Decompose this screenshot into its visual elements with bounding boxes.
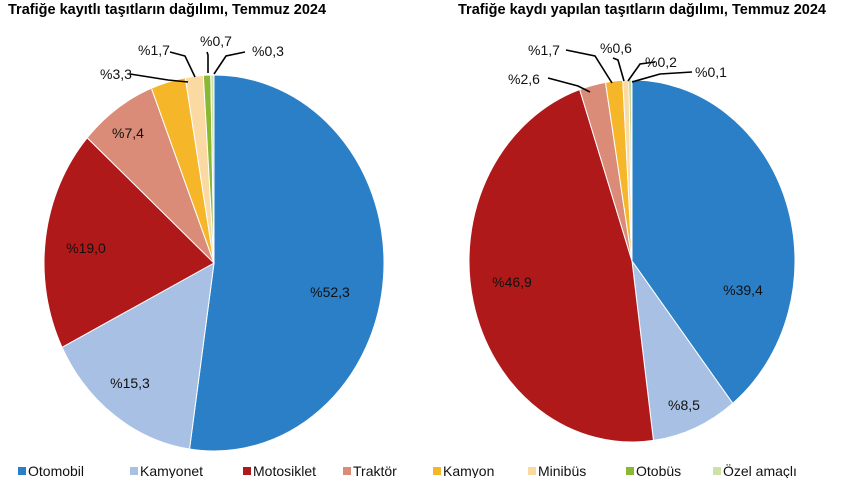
data-label: %0,6 xyxy=(600,40,632,56)
legend-item: Otomobil xyxy=(18,463,84,478)
data-label: %46,9 xyxy=(492,274,532,290)
pie-chart-left: %52,3 %15,3 %19,0 %7,4 %3,3 %1,7 %0,7 %0,3 xyxy=(43,33,385,452)
legend-item: Kamyon xyxy=(433,463,494,478)
pie-slice-özel-amaçlı xyxy=(630,79,633,262)
legend-label: Motosiklet xyxy=(253,463,316,478)
legend-swatch xyxy=(243,467,251,475)
pie-slice-motosiklet xyxy=(468,88,654,443)
legend-label: Kamyonet xyxy=(140,463,203,478)
data-label: %8,5 xyxy=(668,397,700,413)
data-label: %3,3 xyxy=(100,66,132,82)
pie-slice-otomobil xyxy=(631,79,796,405)
data-label: %0,3 xyxy=(252,43,284,59)
leader-line xyxy=(631,71,693,83)
legend-swatch xyxy=(528,467,536,475)
leader-line xyxy=(213,51,246,75)
leader-line xyxy=(129,73,189,83)
data-label: %19,0 xyxy=(66,240,106,256)
data-label: %15,3 xyxy=(110,375,150,391)
legend-label: Minibüs xyxy=(538,463,586,478)
data-label: %0,2 xyxy=(645,54,677,70)
data-label: %0,1 xyxy=(695,64,727,80)
legend-item: Minibüs xyxy=(528,463,586,478)
legend-label: Özel amaçlı xyxy=(723,462,797,478)
pie-slice-otomobil xyxy=(188,74,385,452)
data-label: %1,7 xyxy=(528,42,560,58)
legend-item: Otobüs xyxy=(626,463,681,478)
legend-swatch xyxy=(130,467,138,475)
legend-label: Otobüs xyxy=(636,463,681,478)
legend-label: Traktör xyxy=(353,463,397,478)
leader-line xyxy=(565,49,613,84)
pie-chart-right: %39,4 %8,5 %46,9 %2,6 %1,7 %0,6 %0,2 %0,1 xyxy=(468,40,796,443)
pie-slice-motosiklet xyxy=(43,137,215,348)
pie-slice-kamyonet xyxy=(631,260,734,441)
data-label: %0,7 xyxy=(200,33,232,49)
legend: Otomobil Kamyonet Motosiklet Traktör Kamyon M… xyxy=(18,462,797,478)
legend-label: Kamyon xyxy=(443,463,494,478)
legend-item: Motosiklet xyxy=(243,463,316,478)
legend-swatch xyxy=(18,467,26,475)
legend-item: Özel amaçlı xyxy=(713,462,797,478)
legend-item: Traktör xyxy=(343,463,397,478)
data-label: %1,7 xyxy=(138,42,170,58)
chart-title-left: Trafiğe kayıtlı taşıtların dağılımı, Tem… xyxy=(8,2,326,18)
legend-item: Kamyonet xyxy=(130,463,203,478)
legend-swatch xyxy=(626,467,634,475)
leader-line xyxy=(547,77,591,93)
leader-line xyxy=(206,51,209,73)
legend-swatch xyxy=(713,467,721,475)
data-label: %39,4 xyxy=(723,282,763,298)
chart-title-right: Trafiğe kaydı yapılan taşıtların dağılım… xyxy=(458,2,826,18)
data-label: %52,3 xyxy=(310,284,350,300)
legend-swatch xyxy=(433,467,441,475)
leader-line xyxy=(627,61,656,82)
leader-line xyxy=(169,51,196,78)
leader-line xyxy=(612,57,625,82)
data-label: %7,4 xyxy=(112,125,144,141)
legend-label: Otomobil xyxy=(28,463,84,478)
data-label: %2,6 xyxy=(508,71,540,87)
legend-swatch xyxy=(343,467,351,475)
pie-slice-kamyonet xyxy=(61,262,215,450)
pie-slice-özel-amaçlı xyxy=(210,74,215,264)
